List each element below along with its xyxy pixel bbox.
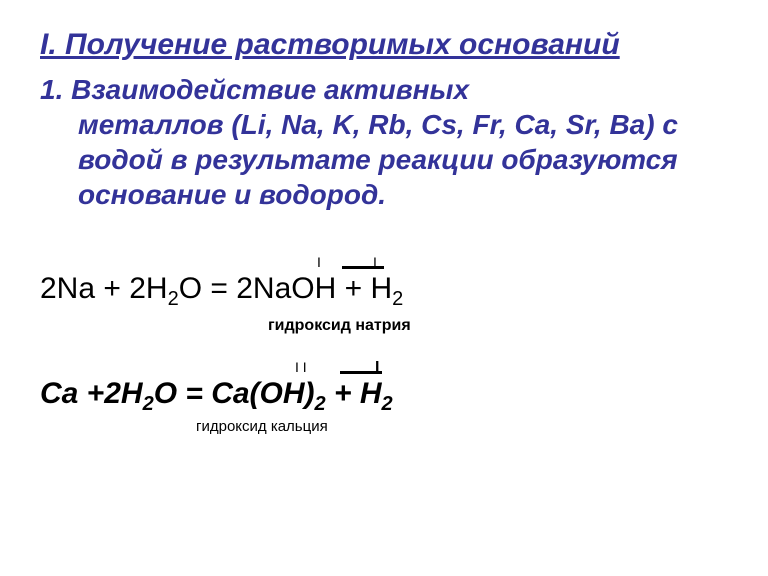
eq-text: O = Ca(OH) [154,377,315,410]
eq-text: O = 2NaOH + H [179,272,392,305]
equation-1-label: гидроксид натрия [40,317,728,335]
bond-line [342,266,384,269]
eq-sub: 2 [143,393,154,415]
eq-sub: 2 [315,393,326,415]
section-heading: I. Получение растворимых оснований [40,28,728,62]
oxidation-marks-1: I I [40,254,728,272]
equation-2: Ca +2H2O = Ca(OH)2 + H2 [40,377,728,416]
ox-mark: I [317,254,321,270]
equation-1-block: I I 2Na + 2H2O = 2NaOH + H2 гидроксид на… [40,254,728,335]
eq-sub: 2 [382,393,393,415]
equation-2-label: гидроксид кальция [40,418,728,435]
para-rest: металлов (Li, Na, K, Rb, Cs, Fr, Ca, Sr,… [40,107,728,212]
eq-sub: 2 [168,288,179,310]
slide-content: I. Получение растворимых оснований 1. Вз… [0,0,768,475]
equation-1: 2Na + 2H2O = 2NaOH + H2 [40,272,728,311]
eq-sub: 2 [392,288,403,310]
para-first-line: 1. Взаимодействие активных [40,74,469,105]
ox-mark: I [375,359,379,377]
ox-mark: I I [295,359,307,375]
eq-text: 2Na + 2H [40,272,168,305]
bond-line [340,371,382,374]
eq-text: + H [326,377,382,410]
equation-2-block: I I I Ca +2H2O = Ca(OH)2 + H2 гидроксид … [40,359,728,435]
eq-text: Ca +2H [40,377,143,410]
oxidation-marks-2: I I I [40,359,728,377]
description-paragraph: 1. Взаимодействие активных металлов (Li,… [40,72,728,212]
